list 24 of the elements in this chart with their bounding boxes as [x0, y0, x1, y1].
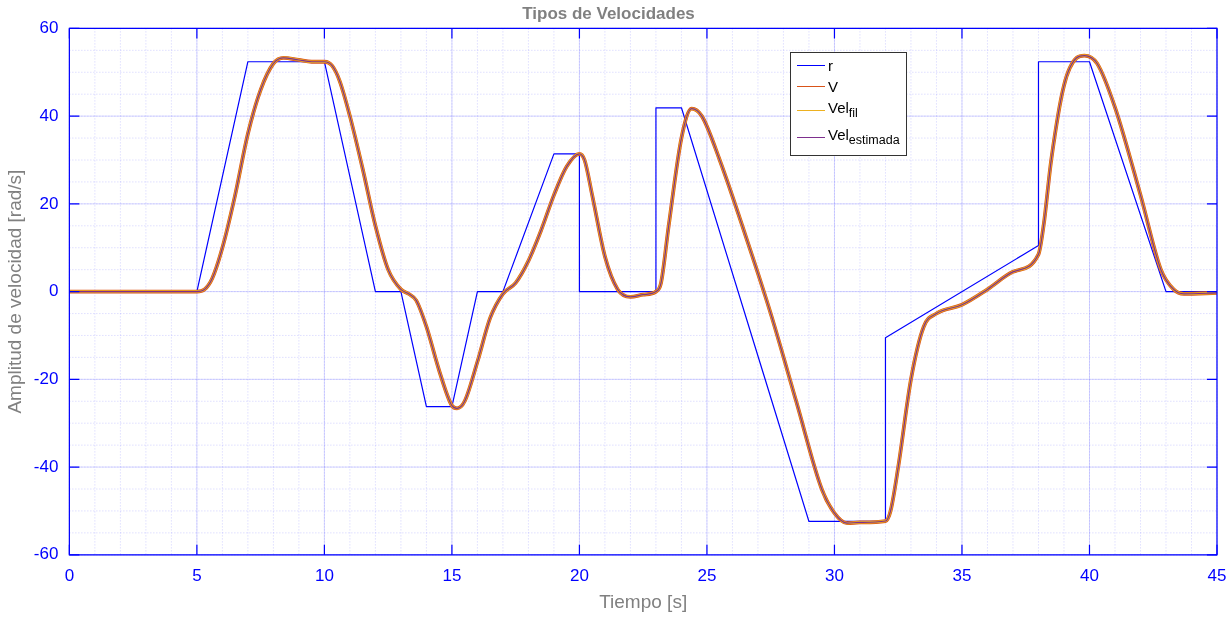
- x-tick-label: 10: [314, 565, 334, 585]
- x-tick-label: 30: [825, 565, 844, 585]
- x-tick-label: 45: [1207, 565, 1227, 585]
- legend-label: V: [828, 77, 839, 97]
- y-tick-label: -20: [33, 369, 59, 389]
- x-tick-label: 15: [442, 565, 462, 585]
- x-tick-label: 0: [64, 565, 75, 585]
- x-axis-title: Tiempo [s]: [599, 590, 688, 612]
- x-tick-label: 40: [1080, 565, 1099, 585]
- y-tick-label: 20: [39, 193, 59, 213]
- y-tick-label: 60: [39, 18, 59, 38]
- y-tick-label: 0: [48, 281, 59, 301]
- chart-title: Tipos de Velocidades: [522, 3, 695, 23]
- legend-label: r: [828, 56, 833, 76]
- y-tick-label: -40: [33, 456, 59, 476]
- x-tick-label: 35: [952, 565, 972, 585]
- y-axis-title: Amplitud de velocidad [rad/s]: [3, 169, 25, 414]
- legend-label: Vel$_{estimada}$: [828, 125, 900, 149]
- y-tick-label: 40: [39, 105, 59, 125]
- x-tick-label: 20: [569, 565, 589, 585]
- x-tick-label: 25: [697, 565, 717, 585]
- x-tick-label: 5: [192, 565, 202, 585]
- y-tick-label: -60: [33, 544, 59, 564]
- legend-label: Vel$_{fil}$: [828, 98, 858, 122]
